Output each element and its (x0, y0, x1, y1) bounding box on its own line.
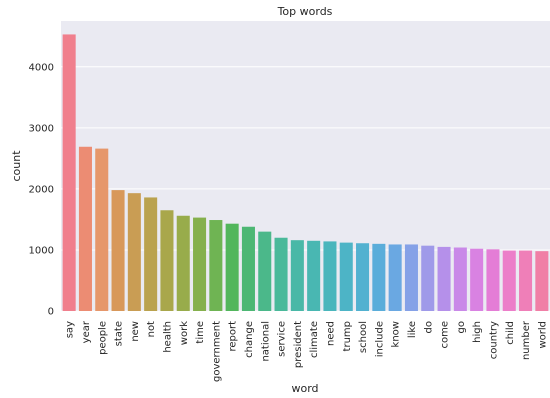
bar-know (388, 244, 402, 311)
x-tick-label: state (114, 321, 125, 346)
x-tick-label: need (325, 321, 336, 346)
bar-president (290, 240, 304, 311)
bar-need (323, 241, 337, 311)
x-tick-label: say (65, 321, 76, 338)
bar-climate (307, 240, 321, 311)
x-tick-label: new (130, 321, 141, 342)
x-axis-label: word (291, 382, 318, 395)
x-tick-label: country (488, 321, 499, 359)
bar-state (111, 190, 125, 311)
bar-change (241, 226, 255, 311)
x-tick-label: work (179, 321, 190, 345)
x-tick-label: service (277, 321, 288, 357)
x-tick-label: president (293, 321, 304, 368)
bar-report (225, 223, 239, 311)
bar-service (274, 237, 288, 311)
x-tick-label: time (195, 321, 206, 344)
x-tick-label: come (440, 321, 451, 349)
bars (62, 34, 549, 311)
bar-include (372, 243, 386, 311)
bar-national (258, 231, 272, 311)
bar-say (62, 34, 76, 311)
bar-new (127, 193, 141, 311)
bar-year (78, 146, 92, 311)
x-tick-label: not (146, 321, 157, 337)
bar-come (437, 246, 451, 311)
bar-do (421, 245, 435, 311)
x-tick-label: trump (342, 321, 353, 351)
y-tick-label: 0 (48, 307, 54, 318)
x-tick-label: do (423, 321, 434, 333)
x-tick-label: people (97, 321, 108, 355)
x-tick-label: number (521, 320, 532, 360)
x-tick-label: go (456, 321, 467, 333)
x-tick-label: national (260, 321, 271, 362)
bar-health (160, 210, 174, 311)
x-tick-label: government (211, 321, 222, 382)
bar-like (404, 244, 418, 311)
bar-country (486, 249, 500, 311)
x-tick-label: change (244, 321, 255, 358)
x-tick-label: world (537, 321, 548, 349)
x-tick-label: high (472, 321, 483, 343)
bar-trump (339, 242, 353, 311)
y-tick-label: 1000 (29, 245, 54, 256)
y-tick-label: 2000 (29, 184, 54, 195)
y-tick-labels: 0 1000 2000 3000 4000 (29, 62, 54, 317)
bar-government (209, 220, 223, 311)
bar-people (95, 148, 109, 311)
bar-world (535, 251, 549, 311)
bar-school (356, 243, 370, 311)
bar-time (193, 217, 207, 311)
grid-lines (61, 66, 550, 312)
x-tick-label: year (81, 320, 92, 343)
x-tick-label: like (407, 321, 418, 338)
y-tick-label: 4000 (29, 62, 54, 73)
bar-go (453, 247, 467, 311)
x-tick-label: health (162, 321, 173, 353)
x-tick-label: report (228, 321, 239, 352)
x-tick-labels: say year people state new not health work time go… (65, 320, 549, 382)
x-tick-label: child (505, 321, 516, 345)
bar-work (176, 215, 190, 311)
x-tick-label: climate (309, 321, 320, 358)
bar-high (470, 248, 484, 311)
bar-number (519, 250, 533, 311)
bar-not (144, 197, 158, 311)
y-tick-label: 3000 (29, 123, 54, 134)
x-tick-label: include (374, 321, 385, 357)
y-axis-label: count (10, 150, 23, 182)
bar-child (502, 250, 516, 311)
x-tick-label: school (358, 321, 369, 353)
x-tick-label: know (391, 321, 402, 347)
chart-title: Top words (277, 5, 333, 18)
plot-area (61, 21, 550, 311)
